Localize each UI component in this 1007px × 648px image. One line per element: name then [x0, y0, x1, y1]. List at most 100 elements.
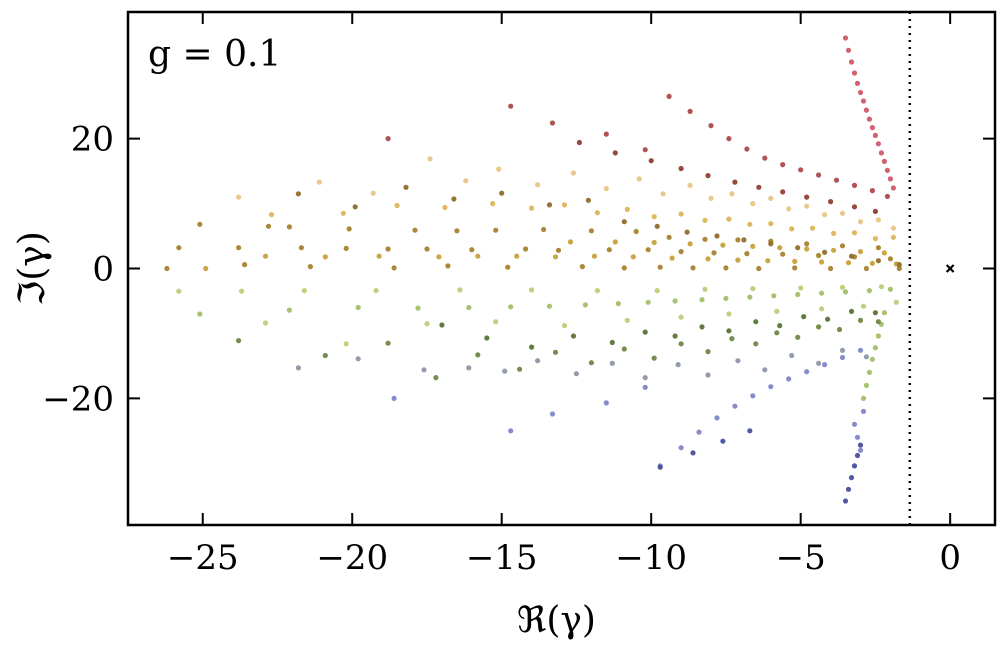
data-point — [854, 452, 861, 459]
data-point — [774, 330, 780, 336]
data-point — [197, 311, 203, 317]
data-point — [839, 354, 846, 361]
data-point — [708, 123, 714, 129]
data-point — [705, 372, 711, 378]
data-point — [690, 265, 696, 271]
data-point — [816, 252, 822, 259]
data-point — [863, 265, 870, 272]
data-point — [678, 341, 684, 347]
data-point — [839, 347, 846, 353]
data-point — [621, 265, 627, 271]
data-point — [561, 323, 568, 329]
data-point — [720, 242, 726, 248]
data-point — [570, 170, 577, 176]
data-point — [860, 303, 867, 309]
data-point — [735, 358, 741, 364]
data-point — [848, 308, 855, 314]
data-point — [239, 288, 245, 294]
data-point — [780, 162, 786, 168]
data-point — [780, 189, 786, 195]
data-point — [654, 223, 660, 229]
data-point — [792, 265, 798, 271]
data-point — [881, 158, 888, 164]
data-point — [164, 265, 170, 272]
data-point — [645, 299, 651, 305]
data-point — [346, 226, 352, 232]
data-point — [466, 365, 472, 371]
data-point — [872, 132, 879, 138]
data-point — [842, 498, 849, 504]
data-point — [798, 285, 804, 291]
data-point — [514, 253, 520, 259]
data-point — [301, 288, 307, 294]
x-tick-label: −10 — [615, 538, 687, 578]
data-point — [875, 245, 882, 251]
data-point — [529, 205, 535, 211]
data-point — [612, 150, 618, 156]
data-point — [552, 349, 559, 355]
data-point — [445, 263, 451, 269]
data-point — [866, 116, 873, 122]
data-point — [816, 360, 822, 366]
data-point — [732, 403, 738, 409]
data-point — [845, 260, 852, 266]
data-point — [265, 223, 272, 229]
data-point — [436, 254, 442, 260]
data-point — [744, 146, 750, 152]
data-point — [878, 150, 885, 156]
data-point — [666, 93, 672, 99]
data-point — [801, 314, 807, 320]
data-point — [786, 376, 792, 382]
data-point — [412, 227, 418, 233]
data-point — [298, 245, 304, 251]
data-point — [675, 362, 681, 368]
data-point — [848, 475, 855, 481]
data-point — [642, 147, 648, 153]
data-point — [555, 247, 562, 253]
data-point — [860, 98, 867, 104]
data-point — [726, 136, 732, 142]
data-point — [822, 249, 828, 255]
data-point — [316, 179, 322, 185]
data-point — [842, 289, 849, 295]
data-point — [872, 208, 879, 214]
data-point — [286, 307, 292, 313]
data-point — [439, 322, 445, 328]
data-point — [678, 211, 684, 217]
data-point — [588, 360, 595, 366]
data-point — [860, 408, 867, 414]
x-axis-label: ℜ(γ) — [517, 600, 596, 641]
data-point — [863, 382, 870, 388]
data-point — [573, 371, 580, 377]
data-point — [322, 254, 328, 260]
data-point — [669, 255, 675, 261]
data-point — [792, 258, 798, 264]
data-point — [490, 201, 496, 207]
data-point — [442, 204, 448, 211]
data-point — [508, 304, 514, 310]
data-point — [636, 176, 642, 182]
data-point — [421, 367, 427, 373]
data-point — [732, 179, 738, 185]
data-point — [893, 299, 899, 305]
data-point — [839, 243, 846, 249]
data-point — [887, 286, 894, 292]
y-tick-label: −20 — [42, 379, 114, 419]
data-point — [735, 257, 741, 263]
data-point — [529, 287, 535, 293]
data-point — [391, 395, 397, 401]
data-point — [875, 333, 882, 339]
data-point — [702, 236, 708, 242]
data-point — [890, 225, 897, 231]
data-point — [863, 107, 870, 113]
data-point — [819, 306, 825, 312]
data-point — [415, 305, 421, 311]
data-point — [872, 345, 879, 351]
data-point — [633, 228, 639, 235]
data-point — [508, 428, 514, 434]
data-point — [615, 301, 621, 307]
data-point — [475, 352, 481, 358]
data-point — [854, 434, 861, 440]
data-point — [469, 247, 475, 253]
